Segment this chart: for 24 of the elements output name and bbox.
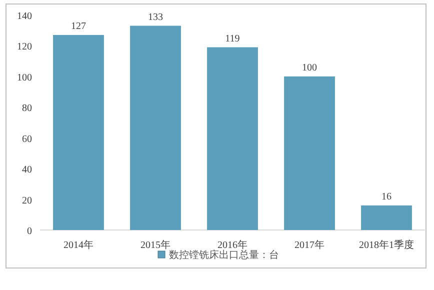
bar bbox=[361, 205, 412, 230]
bar bbox=[53, 34, 104, 230]
data-label: 100 bbox=[302, 62, 317, 74]
y-tick-label: 100 bbox=[17, 72, 32, 84]
x-tick-label: 2016年 bbox=[218, 239, 248, 251]
y-tick-label: 80 bbox=[22, 103, 32, 114]
y-tick-label: 0 bbox=[27, 226, 32, 237]
bar bbox=[130, 26, 181, 230]
x-tick-label: 2018年1季度 bbox=[359, 239, 414, 251]
x-tick-label: 2015年 bbox=[140, 239, 170, 251]
data-label: 127 bbox=[71, 20, 86, 32]
y-tick-label: 40 bbox=[22, 164, 32, 176]
legend-label: 数控镗铣床出口总量：台 bbox=[169, 249, 279, 261]
bar bbox=[284, 76, 335, 230]
y-tick-label: 60 bbox=[22, 134, 32, 145]
data-label: 119 bbox=[225, 33, 240, 44]
x-tick-label: 2017年 bbox=[294, 239, 324, 251]
bar bbox=[207, 47, 258, 230]
y-tick-label: 20 bbox=[22, 195, 32, 206]
y-tick-label: 120 bbox=[17, 42, 32, 53]
y-tick-label: 140 bbox=[17, 11, 32, 22]
data-label: 133 bbox=[148, 12, 163, 23]
data-label: 16 bbox=[382, 191, 392, 202]
x-tick-label: 2014年 bbox=[64, 239, 94, 251]
